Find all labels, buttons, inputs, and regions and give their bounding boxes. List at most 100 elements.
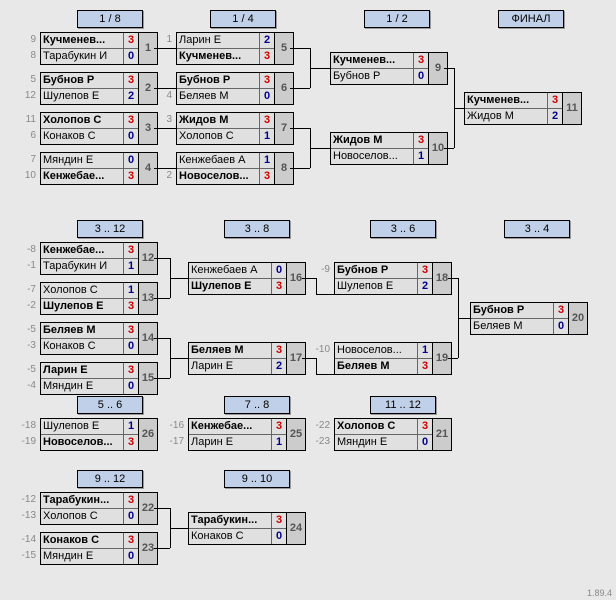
score: 1 [123, 259, 138, 274]
player-name: Холопов С [335, 419, 417, 434]
match-id: 21 [432, 419, 451, 450]
player-name: Шулепов Е [41, 419, 123, 434]
seed: 9 [20, 34, 36, 45]
score: 0 [123, 549, 138, 564]
player-name: Кенжебае... [189, 419, 271, 434]
connector [170, 338, 171, 358]
connector [310, 148, 311, 168]
match-6: Бубнов Р3Беляев М06 [176, 72, 294, 105]
seed: 6 [20, 130, 36, 141]
match-2: Бубнов Р3Шулепов Е22 [40, 72, 158, 105]
player-name: Беляев М [177, 89, 259, 104]
match-18: Бубнов Р3Шулепов Е218 [334, 262, 452, 295]
player-name: Жидов М [177, 113, 259, 128]
seed: 11 [20, 114, 36, 125]
round-header: 3 .. 4 [504, 220, 570, 238]
round-header: 1 / 8 [77, 10, 143, 28]
seed: 5 [20, 74, 36, 85]
match-20: Бубнов Р3Беляев М020 [470, 302, 588, 335]
seed: 12 [20, 90, 36, 101]
connector [316, 294, 334, 295]
player-name: Бубнов Р [471, 303, 553, 318]
seed: -2 [20, 300, 36, 311]
match-5: Ларин Е2Кучменев...35 [176, 32, 294, 65]
player-name: Шулепов Е [189, 279, 271, 294]
player-name: Мяндин Е [41, 549, 123, 564]
connector [154, 548, 170, 549]
score: 3 [271, 513, 286, 528]
connector [154, 338, 170, 339]
match-25: Кенжебае...3Ларин Е125 [188, 418, 306, 451]
connector [454, 68, 455, 108]
match-24: Тарабукин...3Конаков С024 [188, 512, 306, 545]
round-header: 7 .. 8 [224, 396, 290, 414]
connector [170, 528, 171, 548]
match-22: Тарабукин...3Холопов С022 [40, 492, 158, 525]
score: 2 [259, 33, 274, 48]
player-name: Конаков С [189, 529, 271, 544]
score: 3 [271, 279, 286, 294]
seed: -16 [168, 420, 184, 431]
seed: -23 [314, 436, 330, 447]
player-name: Кучменев... [331, 53, 413, 68]
match-23: Конаков С3Мяндин Е023 [40, 532, 158, 565]
match-14: Беляев М3Конаков С014 [40, 322, 158, 355]
round-header: 3 .. 6 [370, 220, 436, 238]
connector [170, 258, 171, 278]
player-name: Новоселов... [177, 169, 259, 184]
connector [458, 278, 459, 318]
score: 3 [259, 113, 274, 128]
match-17: Беляев М3Ларин Е217 [188, 342, 306, 375]
seed: -18 [20, 420, 36, 431]
score: 3 [123, 363, 138, 378]
player-name: Кенжебае... [41, 169, 123, 184]
score: 0 [123, 379, 138, 394]
score: 0 [553, 319, 568, 334]
player-name: Беляев М [189, 343, 271, 358]
player-name: Конаков С [41, 339, 123, 354]
player-name: Шулепов Е [41, 89, 123, 104]
seed: 1 [156, 34, 172, 45]
player-name: Мяндин Е [335, 435, 417, 450]
player-name: Кенжебаев А [189, 263, 271, 278]
seed: -7 [20, 284, 36, 295]
round-header: 1 / 2 [364, 10, 430, 28]
match-id: 24 [286, 513, 305, 544]
seed: 3 [156, 114, 172, 125]
seed: 7 [20, 154, 36, 165]
player-name: Кучменев... [41, 33, 123, 48]
score: 3 [413, 133, 428, 148]
score: 0 [417, 435, 432, 450]
score: 3 [417, 359, 432, 374]
connector [170, 358, 188, 359]
round-header: 3 .. 12 [77, 220, 143, 238]
score: 3 [123, 493, 138, 508]
score: 0 [413, 69, 428, 84]
player-name: Жидов М [331, 133, 413, 148]
seed: -22 [314, 420, 330, 431]
round-header: 3 .. 8 [224, 220, 290, 238]
player-name: Тарабукин И [41, 49, 123, 64]
connector [310, 128, 311, 148]
player-name: Ларин Е [189, 359, 271, 374]
connector [444, 148, 454, 149]
match-21: Холопов С3Мяндин Е021 [334, 418, 452, 451]
round-header: ФИНАЛ [498, 10, 564, 28]
seed: -19 [20, 436, 36, 447]
seed: -12 [20, 494, 36, 505]
score: 1 [417, 343, 432, 358]
score: 3 [259, 73, 274, 88]
connector [170, 278, 171, 298]
score: 0 [123, 49, 138, 64]
player-name: Бубнов Р [41, 73, 123, 88]
connector [454, 108, 464, 109]
connector [310, 68, 330, 69]
connector [310, 148, 330, 149]
player-name: Ларин Е [41, 363, 123, 378]
match-8: Кенжебаев А1Новоселов...38 [176, 152, 294, 185]
seed: -17 [168, 436, 184, 447]
score: 0 [123, 509, 138, 524]
match-11: Кучменев...3Жидов М211 [464, 92, 582, 125]
connector [454, 108, 455, 148]
connector [154, 168, 176, 169]
